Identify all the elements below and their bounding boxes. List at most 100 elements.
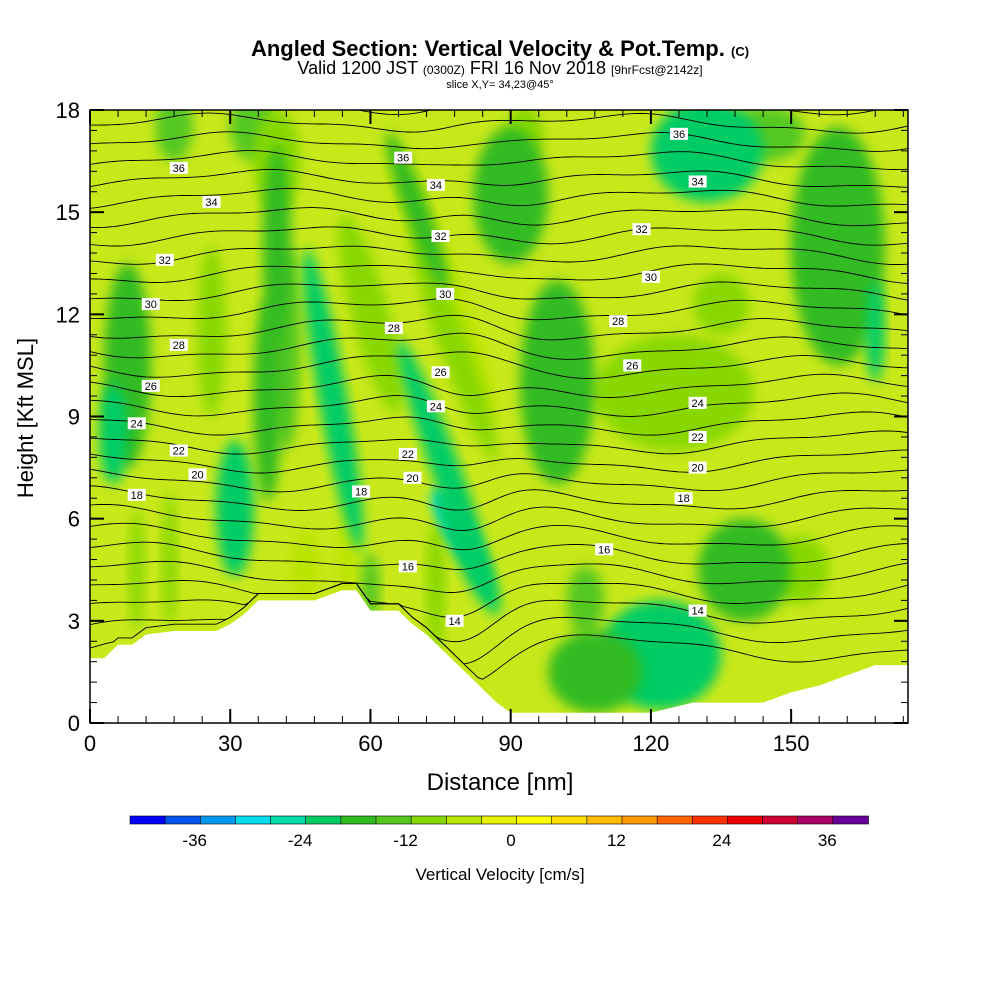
theta-contour-line bbox=[90, 430, 908, 455]
theta-label-text: 28 bbox=[388, 323, 400, 335]
colorbar-swatch bbox=[621, 815, 658, 825]
theta-label-text: 26 bbox=[626, 360, 638, 372]
theta-label-bg bbox=[141, 379, 160, 392]
colorbar-swatch bbox=[832, 815, 869, 825]
velocity-region bbox=[692, 273, 750, 335]
velocity-region bbox=[520, 280, 595, 485]
theta-label: 26 bbox=[141, 379, 160, 393]
velocity-region bbox=[338, 215, 403, 414]
colorbar-swatch bbox=[235, 815, 272, 825]
theta-label-text: 22 bbox=[402, 449, 414, 461]
colorbar-swatch bbox=[375, 815, 412, 825]
theta-contour-line bbox=[90, 560, 908, 593]
theta-label: 20 bbox=[688, 461, 707, 475]
theta-label-text: 24 bbox=[131, 418, 143, 430]
x-tick-label: 60 bbox=[358, 731, 382, 756]
velocity-region bbox=[473, 127, 549, 264]
theta-label-bg bbox=[169, 161, 188, 174]
theta-contour-line bbox=[90, 332, 908, 360]
velocity-region bbox=[396, 339, 494, 596]
colorbar-swatch bbox=[727, 815, 764, 825]
theta-label: 36 bbox=[669, 127, 688, 141]
theta-label: 28 bbox=[384, 321, 403, 335]
theta-label-bg bbox=[169, 444, 188, 457]
theta-label-text: 16 bbox=[402, 561, 414, 573]
theta-label-text: 34 bbox=[430, 180, 442, 192]
theta-label: 26 bbox=[623, 359, 642, 372]
theta-label: 36 bbox=[169, 161, 188, 175]
colorbar-swatch bbox=[305, 815, 342, 825]
chart-title: Angled Section: Vertical Velocity & Pot.… bbox=[0, 36, 1000, 65]
theta-label: 28 bbox=[609, 315, 628, 328]
theta-contour-line bbox=[90, 582, 908, 665]
theta-contour-line bbox=[90, 188, 908, 209]
theta-label: 34 bbox=[426, 178, 445, 192]
chart-title-unit: (C) bbox=[731, 44, 750, 59]
theta-label-text: 36 bbox=[673, 129, 685, 141]
theta-label: 36 bbox=[394, 151, 413, 165]
theta-label-text: 22 bbox=[173, 446, 185, 458]
theta-label-bg bbox=[394, 151, 413, 164]
theta-label-bg bbox=[169, 338, 188, 351]
colorbar-tick-label: 0 bbox=[506, 831, 515, 850]
theta-label-bg bbox=[445, 614, 464, 627]
theta-label-bg bbox=[398, 447, 417, 460]
velocity-region bbox=[566, 566, 605, 635]
theta-label: 30 bbox=[641, 270, 660, 284]
theta-label: 18 bbox=[352, 485, 371, 498]
colorbar-swatch bbox=[445, 815, 483, 825]
theta-contour-line bbox=[90, 411, 908, 436]
chart-title-text: Angled Section: Vertical Velocity & Pot.… bbox=[250, 36, 725, 61]
colorbar-swatch bbox=[656, 815, 694, 825]
y-tick-label: 3 bbox=[68, 609, 80, 634]
theta-label-bg bbox=[431, 366, 450, 379]
velocity-region bbox=[411, 236, 498, 461]
theta-label-text: 20 bbox=[191, 469, 203, 481]
theta-label-text: 22 bbox=[692, 432, 704, 444]
theta-label-text: 34 bbox=[692, 177, 704, 189]
theta-label: 22 bbox=[398, 447, 417, 461]
theta-label-bg bbox=[127, 417, 146, 430]
colorbar-tick-label: 12 bbox=[607, 831, 626, 850]
theta-label: 34 bbox=[202, 195, 221, 209]
theta-contour-line bbox=[90, 503, 908, 531]
colorbar-swatch bbox=[481, 815, 518, 825]
y-tick-label: 9 bbox=[68, 405, 80, 430]
theta-label: 24 bbox=[127, 417, 146, 430]
theta-label-text: 18 bbox=[355, 486, 367, 498]
theta-label: 30 bbox=[141, 298, 160, 311]
theta-label-text: 32 bbox=[635, 224, 647, 236]
theta-label-bg bbox=[609, 315, 628, 328]
theta-label-text: 30 bbox=[645, 272, 657, 284]
colorbar-swatch bbox=[340, 815, 377, 825]
theta-contour-line bbox=[90, 245, 908, 265]
theta-label: 32 bbox=[155, 253, 174, 267]
theta-label-text: 18 bbox=[678, 493, 690, 505]
theta-label-bg bbox=[688, 430, 707, 443]
valid-date: FRI 16 Nov 2018 bbox=[469, 58, 606, 78]
colorbar-swatch bbox=[586, 815, 623, 825]
velocity-region bbox=[303, 248, 364, 551]
theta-label-bg bbox=[352, 485, 371, 498]
theta-contour-line bbox=[90, 582, 908, 643]
theta-label-bg bbox=[141, 298, 160, 311]
theta-label-bg bbox=[688, 604, 707, 617]
theta-label-text: 28 bbox=[173, 340, 185, 352]
theta-label-bg bbox=[674, 492, 693, 505]
velocity-region bbox=[129, 508, 145, 632]
theta-label-bg bbox=[688, 461, 707, 474]
theta-label-text: 32 bbox=[434, 231, 446, 243]
theta-label: 16 bbox=[398, 560, 417, 573]
theta-label: 20 bbox=[188, 468, 207, 481]
velocity-region bbox=[262, 144, 291, 349]
colorbar-swatch bbox=[270, 815, 307, 825]
theta-contour-line bbox=[90, 112, 908, 134]
theta-label-text: 20 bbox=[406, 473, 418, 485]
colorbar-swatch bbox=[516, 815, 553, 825]
theta-label: 32 bbox=[632, 223, 651, 236]
theta-label-bg bbox=[426, 400, 445, 413]
x-tick-label: 90 bbox=[498, 731, 522, 756]
x-tick-label: 0 bbox=[84, 731, 96, 756]
theta-label-text: 24 bbox=[692, 398, 704, 410]
